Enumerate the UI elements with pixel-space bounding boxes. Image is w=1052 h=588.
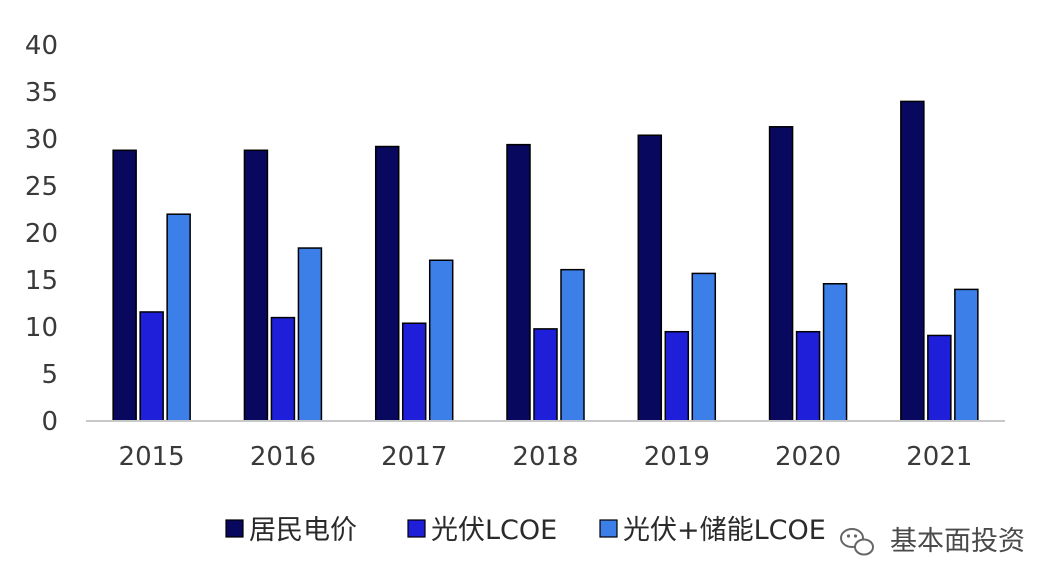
x-tick-label: 2019: [644, 442, 710, 472]
legend-swatch: [407, 519, 426, 538]
bar-2-2015: [139, 311, 164, 422]
watermark: 基本面投资: [840, 526, 1025, 557]
legend-label: 光伏LCOE: [431, 515, 557, 546]
bar-3-2019: [691, 272, 717, 422]
bar-1-2018: [506, 143, 531, 422]
x-tick-label: 2017: [381, 442, 447, 472]
y-tick-label: 40: [25, 31, 58, 61]
bar-1-2016: [243, 149, 269, 422]
bar-2-2021: [927, 334, 952, 422]
bar-1-2020: [768, 126, 794, 422]
y-tick-label: 20: [25, 219, 58, 249]
legend-label: 光伏+储能LCOE: [623, 515, 826, 546]
bar-2-2020: [795, 330, 821, 422]
bar-3-2021: [954, 288, 979, 422]
x-tick-label: 2016: [250, 442, 316, 472]
y-tick-label: 5: [41, 360, 58, 390]
bar-1-2019: [637, 134, 663, 422]
legend-label: 居民电价: [249, 515, 357, 546]
y-axis-ticks: 0 5 10 15 20 25 30 35 40: [25, 31, 58, 437]
bar-3-2015: [166, 213, 191, 422]
y-tick-label: 30: [25, 125, 58, 155]
y-tick-label: 25: [25, 172, 58, 202]
x-tick-label: 2018: [512, 442, 578, 472]
bars: [112, 100, 979, 422]
x-axis-ticks: 2015 2016 2017 2018 2019 2020 2021: [119, 442, 973, 472]
bar-2-2018: [533, 328, 558, 422]
bar-2-2019: [664, 330, 690, 422]
bar-3-2018: [560, 268, 585, 422]
legend: 居民电价 光伏LCOE 光伏+储能LCOE: [225, 515, 826, 546]
bar-1-2017: [374, 145, 400, 422]
watermark-text: 基本面投资: [890, 526, 1025, 557]
y-tick-label: 10: [25, 313, 58, 343]
bar-3-2017: [428, 259, 454, 422]
wechat-icon: [840, 528, 874, 556]
bar-1-2015: [112, 149, 137, 422]
x-tick-label: 2020: [775, 442, 841, 472]
y-tick-label: 15: [25, 266, 58, 296]
legend-swatch: [225, 519, 244, 538]
legend-swatch: [599, 519, 618, 538]
bar-2-2016: [270, 316, 296, 422]
bar-1-2021: [900, 100, 925, 422]
bar-2-2017: [401, 322, 427, 422]
y-tick-label: 35: [25, 78, 58, 108]
x-tick-label: 2021: [906, 442, 972, 472]
bar-3-2016: [297, 247, 323, 422]
y-tick-label: 0: [41, 407, 58, 437]
x-tick-label: 2015: [119, 442, 185, 472]
bar-3-2020: [822, 283, 848, 422]
